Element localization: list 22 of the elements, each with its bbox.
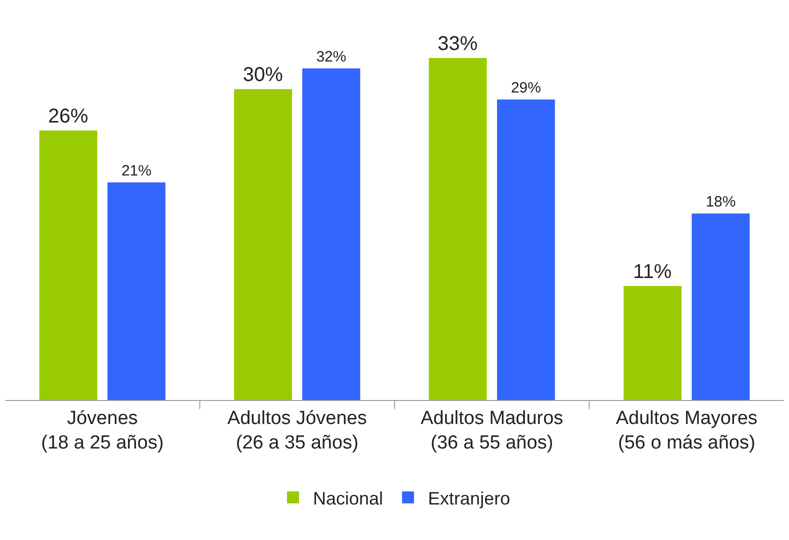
bar bbox=[496, 99, 555, 400]
bar bbox=[107, 182, 166, 400]
bar bbox=[692, 213, 750, 400]
legend-label: Extranjero bbox=[428, 488, 510, 508]
x-tick-label: Adultos Jóvenes (26 a 35 años) bbox=[227, 408, 367, 454]
data-label: 32% bbox=[316, 48, 346, 66]
x-tick-label: Adultos Maduros (36 a 55 años) bbox=[420, 408, 564, 454]
data-label: 21% bbox=[121, 162, 152, 180]
data-label: 11% bbox=[633, 261, 672, 283]
data-label: 30% bbox=[242, 64, 284, 86]
data-label: 33% bbox=[438, 33, 478, 55]
bar bbox=[302, 68, 360, 400]
data-label: 26% bbox=[48, 106, 88, 128]
bar bbox=[624, 286, 682, 400]
bar bbox=[234, 89, 292, 400]
bar bbox=[428, 58, 487, 400]
data-label: 29% bbox=[510, 79, 541, 96]
legend-label: Nacional bbox=[313, 488, 384, 508]
data-label: 18% bbox=[706, 193, 736, 210]
x-tick-label: Jóvenes (18 a 25 años) bbox=[41, 408, 164, 454]
bar bbox=[39, 130, 98, 400]
x-tick-label: Adultos Mayores (56 o más años) bbox=[616, 408, 758, 454]
